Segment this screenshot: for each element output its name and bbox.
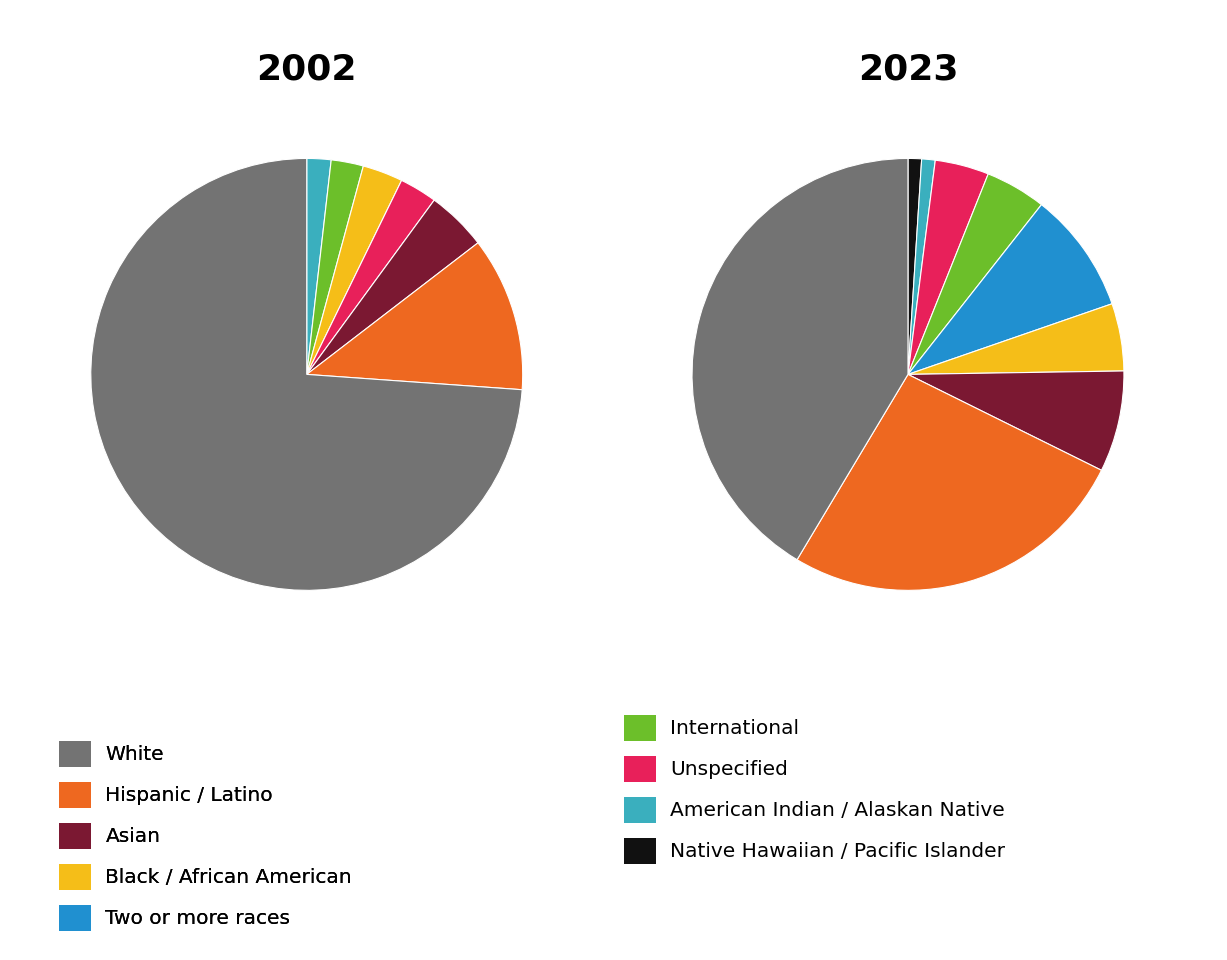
- Title: 2002: 2002: [256, 53, 357, 86]
- Wedge shape: [798, 374, 1102, 590]
- Wedge shape: [908, 158, 921, 374]
- Wedge shape: [91, 158, 523, 590]
- Wedge shape: [908, 174, 1042, 374]
- Wedge shape: [307, 160, 363, 374]
- Wedge shape: [307, 158, 331, 374]
- Wedge shape: [307, 166, 401, 374]
- Wedge shape: [908, 159, 935, 374]
- Wedge shape: [908, 204, 1112, 374]
- Legend: White, Hispanic / Latino, Asian, Black / African American, Two or more races: White, Hispanic / Latino, Asian, Black /…: [59, 741, 352, 931]
- Wedge shape: [908, 371, 1124, 470]
- Legend: International, Unspecified, American Indian / Alaskan Native, Native Hawaiian / : International, Unspecified, American Ind…: [623, 714, 1005, 864]
- Wedge shape: [908, 160, 988, 374]
- Title: 2023: 2023: [858, 53, 958, 86]
- Wedge shape: [307, 200, 479, 374]
- Wedge shape: [307, 180, 434, 374]
- Wedge shape: [692, 158, 908, 560]
- Wedge shape: [307, 243, 523, 390]
- Wedge shape: [908, 303, 1124, 374]
